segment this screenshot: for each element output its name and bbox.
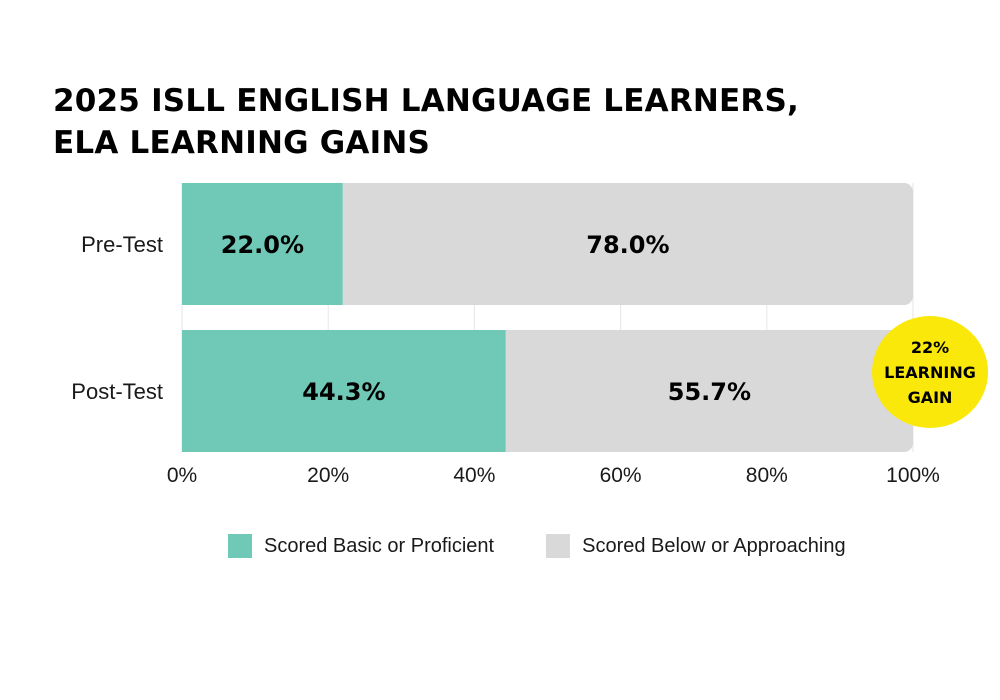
bar-row-pre-test <box>182 183 913 305</box>
bar-segment <box>505 330 913 452</box>
badge-line-learning: LEARNING <box>884 362 976 382</box>
legend-label-below: Scored Below or Approaching <box>582 534 846 557</box>
data-label: 44.3% <box>302 378 385 406</box>
legend-swatch-proficient <box>228 534 252 558</box>
learning-gain-badge-text: 22% LEARNING GAIN <box>884 335 976 410</box>
bar-row-post-test <box>182 330 913 452</box>
bar-segment <box>182 330 506 452</box>
legend-swatch-below <box>546 534 571 558</box>
data-label: 55.7% <box>668 378 751 406</box>
chart-title: 2025 ISLL ENGLISH LANGUAGE LEARNERS, ELA… <box>53 80 853 164</box>
category-label: Pre-Test <box>81 232 163 257</box>
chart-title-line-1: 2025 ISLL ENGLISH LANGUAGE LEARNERS, <box>53 83 799 119</box>
chart-title-line-2: ELA LEARNING GAINS <box>53 125 431 161</box>
x-tick-label: 100% <box>886 464 940 487</box>
legend-label-proficient: Scored Basic or Proficient <box>264 534 495 557</box>
x-tick-label: 20% <box>307 464 349 487</box>
data-label: 78.0% <box>586 231 669 259</box>
learning-gain-badge: 22% LEARNING GAIN <box>872 316 988 428</box>
legend-item-proficient: Scored Basic or Proficient <box>228 534 494 558</box>
chart-legend: Scored Basic or Proficient Scored Below … <box>228 534 898 558</box>
category-label: Post-Test <box>71 379 163 404</box>
data-label: 22.0% <box>221 231 304 259</box>
legend-item-below: Scored Below or Approaching <box>546 534 846 558</box>
x-tick-label: 0% <box>167 464 197 487</box>
badge-line-gain: GAIN <box>907 387 953 407</box>
x-tick-label: 40% <box>453 464 495 487</box>
bar-segment <box>182 183 343 305</box>
bar-segment <box>342 183 913 305</box>
x-tick-label: 60% <box>600 464 642 487</box>
badge-value: 22% <box>910 337 950 357</box>
x-tick-label: 80% <box>746 464 788 487</box>
